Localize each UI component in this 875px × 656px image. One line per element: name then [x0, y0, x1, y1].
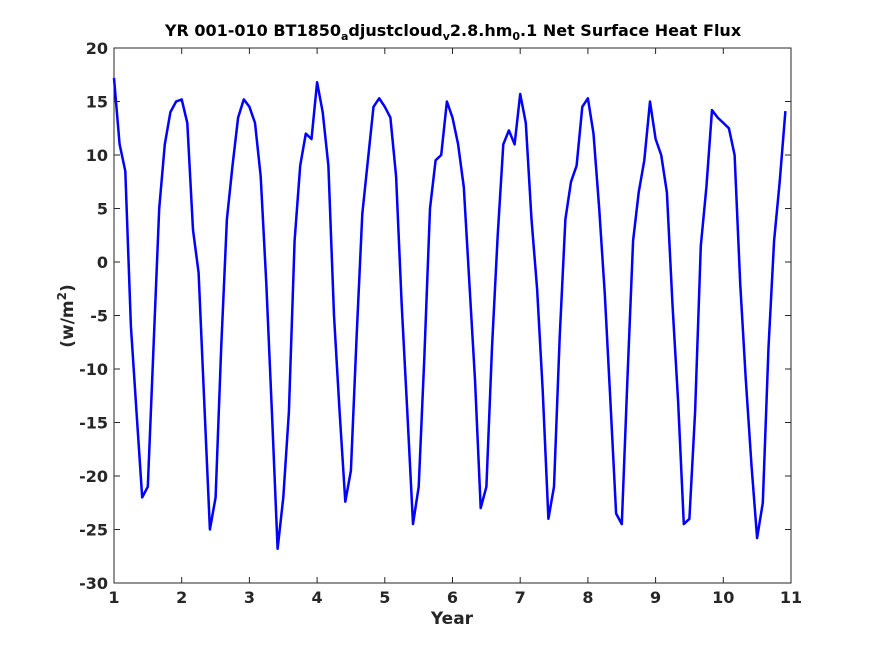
x-tick-label: 1 — [108, 588, 119, 607]
chart-title: YR 001-010 BT1850adjustcloudv2.8.hm0.1 N… — [164, 21, 742, 43]
y-tick-label: -25 — [79, 521, 108, 540]
x-tick-label: 2 — [176, 588, 187, 607]
x-tick-label: 4 — [312, 588, 323, 607]
y-tick-label: 20 — [86, 39, 108, 58]
series-line — [112, 77, 787, 551]
y-tick-label: -15 — [79, 414, 108, 433]
x-axis-ticks: 1 2 3 4 5 6 7 8 9 10 11 — [108, 48, 802, 607]
x-tick-label: 3 — [244, 588, 255, 607]
x-tick-label: 8 — [582, 588, 593, 607]
title-subscript: a — [341, 30, 348, 43]
x-tick-label: 9 — [650, 588, 661, 607]
y-tick-label: -30 — [79, 574, 108, 593]
title-subscript: v — [443, 30, 451, 43]
y-tick-label: 15 — [86, 93, 108, 112]
y-axis-label-base: (w/m — [58, 300, 78, 347]
plot-area — [112, 47, 792, 584]
y-axis-ticks: -30 -25 -20 -15 -10 -5 0 5 10 15 20 — [79, 39, 791, 593]
y-axis-label-close: ) — [58, 284, 78, 292]
y-tick-label: 0 — [97, 253, 108, 272]
title-segment: 2.8.hm — [450, 21, 512, 40]
x-tick-label: 6 — [447, 588, 458, 607]
y-tick-label: 10 — [86, 146, 108, 165]
y-tick-label: -20 — [79, 467, 108, 486]
axes-box — [113, 47, 792, 584]
y-tick-label: -5 — [90, 307, 108, 326]
title-segment: djustcloud — [348, 21, 442, 40]
x-tick-label: 10 — [712, 588, 734, 607]
x-tick-label: 11 — [780, 588, 802, 607]
y-axis-label-superscript: 2 — [55, 292, 69, 300]
x-tick-label: 7 — [515, 588, 526, 607]
x-tick-label: 5 — [379, 588, 390, 607]
x-axis-label: Year — [430, 609, 474, 629]
title-subscript: 0 — [512, 30, 520, 43]
y-axis-label: (w/m2) — [55, 284, 78, 348]
y-tick-label: -10 — [79, 360, 108, 379]
title-segment: .1 Net Surface Heat Flux — [520, 21, 742, 40]
title-segment: YR 001-010 BT1850 — [164, 21, 341, 40]
y-tick-label: 5 — [97, 200, 108, 219]
